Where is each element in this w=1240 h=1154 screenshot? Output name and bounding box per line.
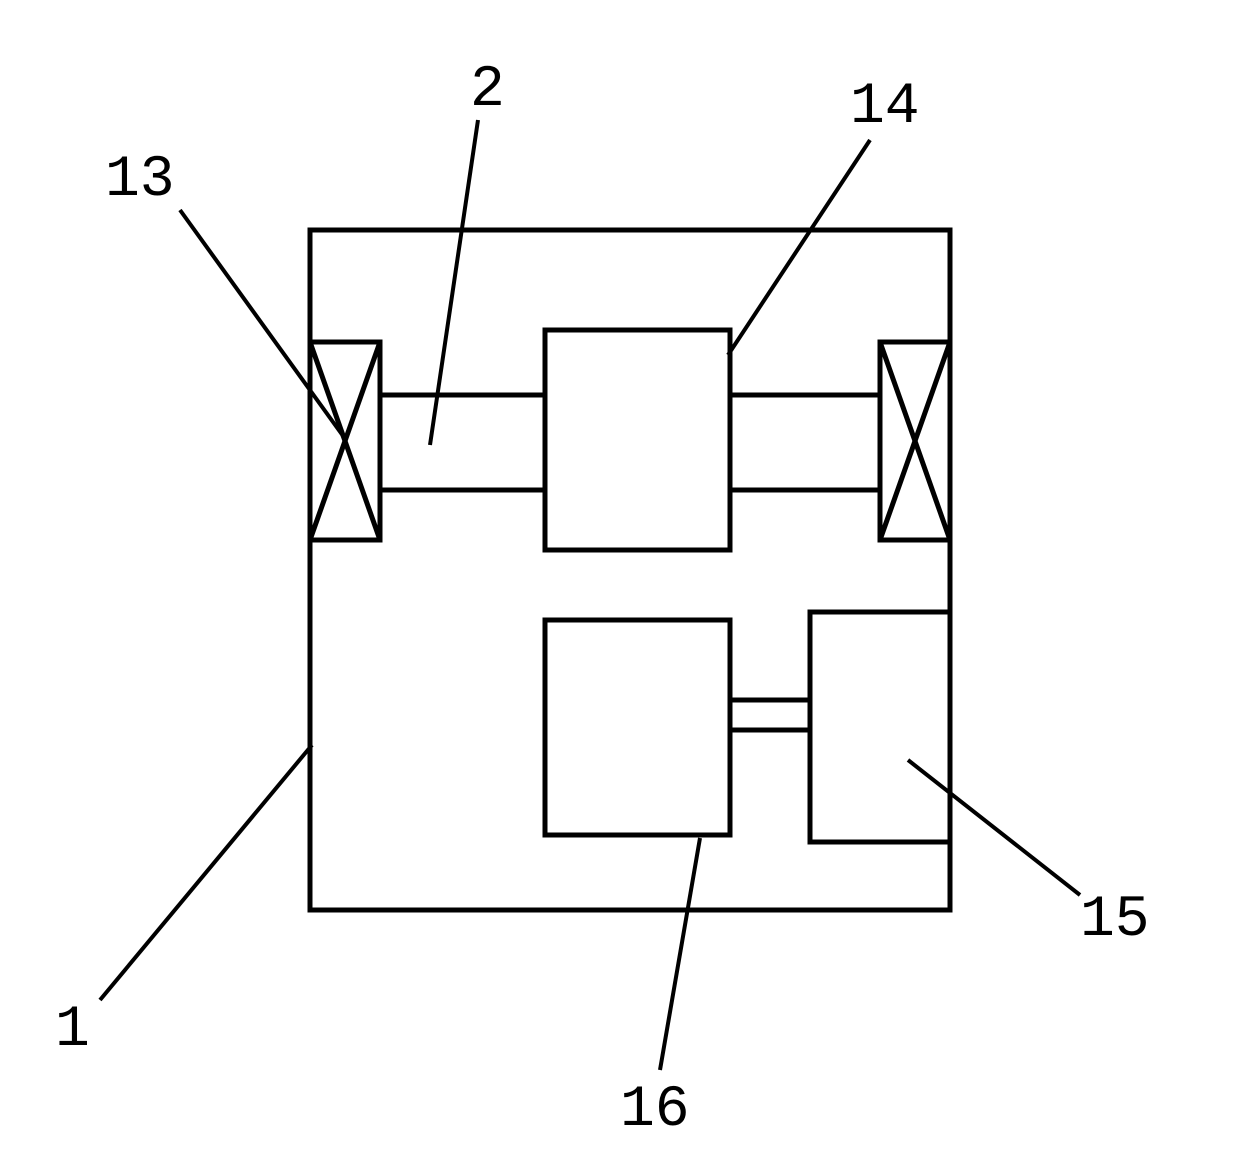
bottom-right-block: [810, 612, 950, 842]
technical-diagram: 13 2 14 1 16 15: [0, 0, 1240, 1154]
label-1: 1: [55, 998, 90, 1063]
leader-14: [728, 140, 870, 355]
top-center-block: [545, 330, 730, 550]
bottom-left-block: [545, 620, 730, 835]
label-14: 14: [850, 75, 920, 140]
leader-1: [100, 745, 312, 1000]
label-13: 13: [105, 148, 175, 213]
label-15: 15: [1080, 888, 1150, 953]
label-16: 16: [620, 1078, 690, 1143]
leader-16: [660, 838, 700, 1070]
label-2: 2: [470, 58, 505, 123]
leader-13: [180, 210, 346, 440]
